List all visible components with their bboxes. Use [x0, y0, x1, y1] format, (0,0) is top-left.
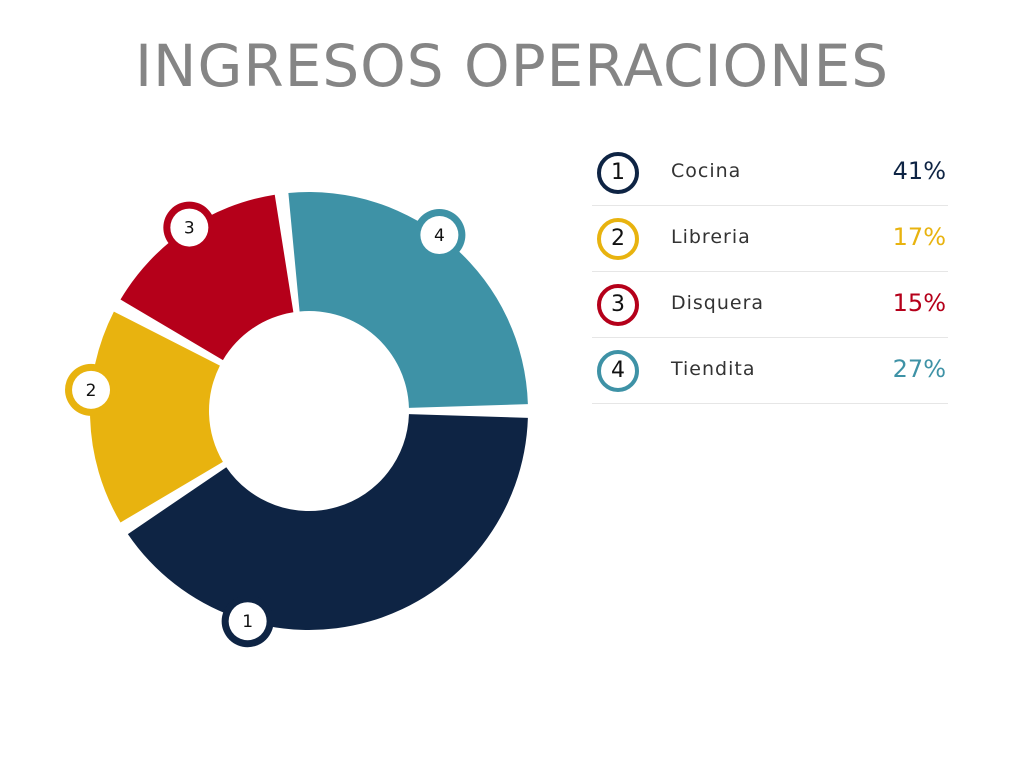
- legend-value-1: 41%: [892, 157, 946, 185]
- legend-marker-4: 4: [597, 350, 639, 392]
- legend-marker-2: 2: [597, 218, 639, 260]
- legend-label-4: Tiendita: [671, 358, 756, 380]
- slice-badge-2: 2: [65, 363, 118, 416]
- slice-badge-1: 1: [221, 595, 274, 648]
- legend-row-3: 3 Disquera 15%: [592, 272, 948, 338]
- legend-value-2: 17%: [892, 223, 946, 251]
- slice-badge-4: 4: [413, 209, 466, 262]
- slice-libreria: [90, 311, 223, 523]
- slice-tiendita: [288, 191, 528, 408]
- legend-value-3: 15%: [892, 289, 946, 317]
- slice-badge-label-2: 2: [86, 381, 97, 401]
- legend-row-1: 1 Cocina 41%: [592, 140, 948, 206]
- donut-slices: [90, 191, 528, 630]
- legend-label-1: Cocina: [671, 160, 742, 182]
- legend-row-2: 2 Libreria 17%: [592, 206, 948, 272]
- legend-label-3: Disquera: [671, 292, 765, 314]
- slice-cocina: [127, 414, 528, 630]
- slice-badge-label-3: 3: [184, 219, 195, 239]
- legend-value-4: 27%: [892, 355, 946, 383]
- legend-label-2: Libreria: [671, 226, 751, 248]
- chart-title: INGRESOS OPERACIONES: [134, 32, 890, 100]
- slice-disquera: [120, 194, 294, 361]
- slice-badges: 1 2 3 4: [65, 201, 466, 648]
- slice-badge-3: 3: [163, 201, 216, 254]
- legend-marker-3: 3: [597, 284, 639, 326]
- legend-marker-1: 1: [597, 152, 639, 194]
- slice-badge-label-4: 4: [434, 226, 445, 246]
- chart-legend: 1 Cocina 41% 2 Libreria 17% 3 Disquera 1…: [592, 140, 948, 404]
- legend-row-4: 4 Tiendita 27%: [592, 338, 948, 404]
- slice-badge-label-1: 1: [242, 612, 253, 632]
